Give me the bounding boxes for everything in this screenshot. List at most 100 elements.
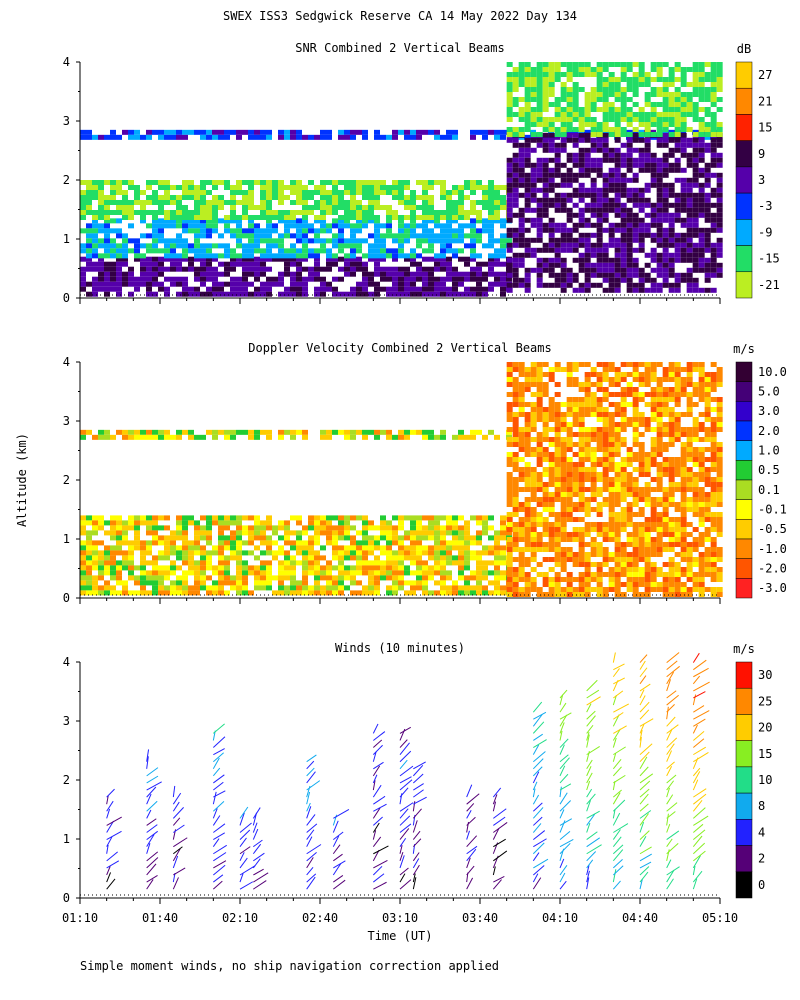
heatmap-cell	[458, 276, 464, 282]
heatmap-cell	[248, 256, 254, 262]
heatmap-cell	[572, 557, 579, 562]
heatmap-cell	[212, 580, 218, 586]
heatmap-cell	[626, 162, 633, 168]
heatmap-cell	[584, 152, 591, 158]
heatmap-cell	[326, 253, 332, 259]
heatmap-cell	[572, 192, 579, 198]
heatmap-cell	[92, 228, 98, 234]
heatmap-cell	[680, 592, 687, 597]
heatmap-cell	[608, 242, 615, 248]
heatmap-cell	[452, 545, 458, 551]
heatmap-cell	[626, 117, 633, 122]
heatmap-cell	[116, 256, 122, 262]
heatmap-cell	[614, 372, 621, 377]
heatmap-cell	[506, 192, 513, 198]
heatmap-cell	[308, 550, 314, 556]
heatmap-cell	[236, 253, 242, 259]
heatmap-cell	[152, 429, 158, 435]
heatmap-cell	[428, 570, 434, 576]
heatmap-cell	[638, 512, 645, 517]
heatmap-cell	[506, 287, 513, 293]
heatmap-cell	[602, 112, 609, 117]
heatmap-cell	[698, 212, 705, 218]
heatmap-cell	[554, 587, 561, 592]
heatmap-cell	[674, 287, 681, 293]
heatmap-cell	[338, 129, 344, 135]
heatmap-cell	[128, 555, 134, 561]
heatmap-cell	[98, 550, 104, 556]
heatmap-cell	[362, 525, 368, 531]
heatmap-cell	[86, 195, 92, 200]
heatmap-cell	[284, 266, 290, 272]
heatmap-cell	[176, 565, 182, 571]
heatmap-cell	[98, 525, 104, 531]
heatmap-cell	[536, 67, 543, 72]
heatmap-cell	[176, 545, 182, 551]
heatmap-cell	[698, 77, 705, 82]
heatmap-cell	[80, 585, 86, 591]
heatmap-cell	[608, 82, 615, 87]
heatmap-cell	[650, 527, 657, 532]
heatmap-cell	[470, 590, 476, 596]
heatmap-cell	[290, 570, 296, 576]
heatmap-cell	[164, 238, 170, 244]
heatmap-cell	[176, 210, 182, 215]
heatmap-cell	[614, 227, 621, 233]
heatmap-cell	[686, 257, 693, 263]
heatmap-cell	[668, 577, 675, 582]
heatmap-cell	[512, 477, 519, 482]
heatmap-cell	[608, 167, 615, 173]
heatmap-cell	[542, 542, 549, 547]
heatmap-cell	[530, 447, 537, 452]
heatmap-cell	[620, 517, 627, 522]
heatmap-cell	[638, 222, 645, 228]
heatmap-cell	[674, 122, 681, 127]
heatmap-cell	[584, 437, 591, 442]
heatmap-cell	[350, 540, 356, 546]
heatmap-cell	[362, 215, 368, 220]
heatmap-cell	[560, 192, 567, 198]
heatmap-cell	[362, 429, 368, 435]
heatmap-cell	[368, 256, 374, 262]
heatmap-cell	[542, 432, 549, 437]
heatmap-cell	[638, 187, 645, 193]
heatmap-cell	[716, 222, 723, 228]
heatmap-cell	[506, 567, 513, 572]
heatmap-cell	[170, 540, 176, 546]
heatmap-cell	[650, 207, 657, 213]
heatmap-cell	[596, 192, 603, 198]
heatmap-cell	[686, 477, 693, 482]
heatmap-cell	[440, 429, 446, 435]
heatmap-cell	[176, 134, 182, 140]
heatmap-cell	[524, 527, 531, 532]
heatmap-cell	[680, 367, 687, 372]
heatmap-cell	[392, 530, 398, 536]
heatmap-cell	[710, 127, 717, 132]
heatmap-cell	[662, 182, 669, 188]
heatmap-cell	[584, 532, 591, 537]
heatmap-cell	[506, 182, 513, 188]
heatmap-cell	[716, 237, 723, 243]
heatmap-cell	[560, 277, 567, 283]
heatmap-cell	[260, 530, 266, 536]
heatmap-cell	[506, 282, 513, 288]
heatmap-cell	[452, 434, 458, 440]
heatmap-cell	[590, 182, 597, 188]
heatmap-cell	[350, 261, 356, 267]
heatmap-cell	[188, 185, 194, 190]
heatmap-cell	[554, 77, 561, 82]
heatmap-cell	[464, 243, 470, 249]
heatmap-cell	[536, 172, 543, 178]
heatmap-cell	[590, 482, 597, 487]
heatmap-cell	[200, 228, 206, 234]
heatmap-cell	[332, 261, 338, 267]
heatmap-cell	[518, 107, 525, 112]
heatmap-cell	[626, 97, 633, 102]
heatmap-cell	[686, 507, 693, 512]
heatmap-cell	[140, 580, 146, 586]
heatmap-cell	[278, 180, 284, 185]
heatmap-cell	[680, 472, 687, 477]
heatmap-cell	[614, 472, 621, 477]
heatmap-cell	[434, 555, 440, 561]
heatmap-cell	[470, 200, 476, 205]
